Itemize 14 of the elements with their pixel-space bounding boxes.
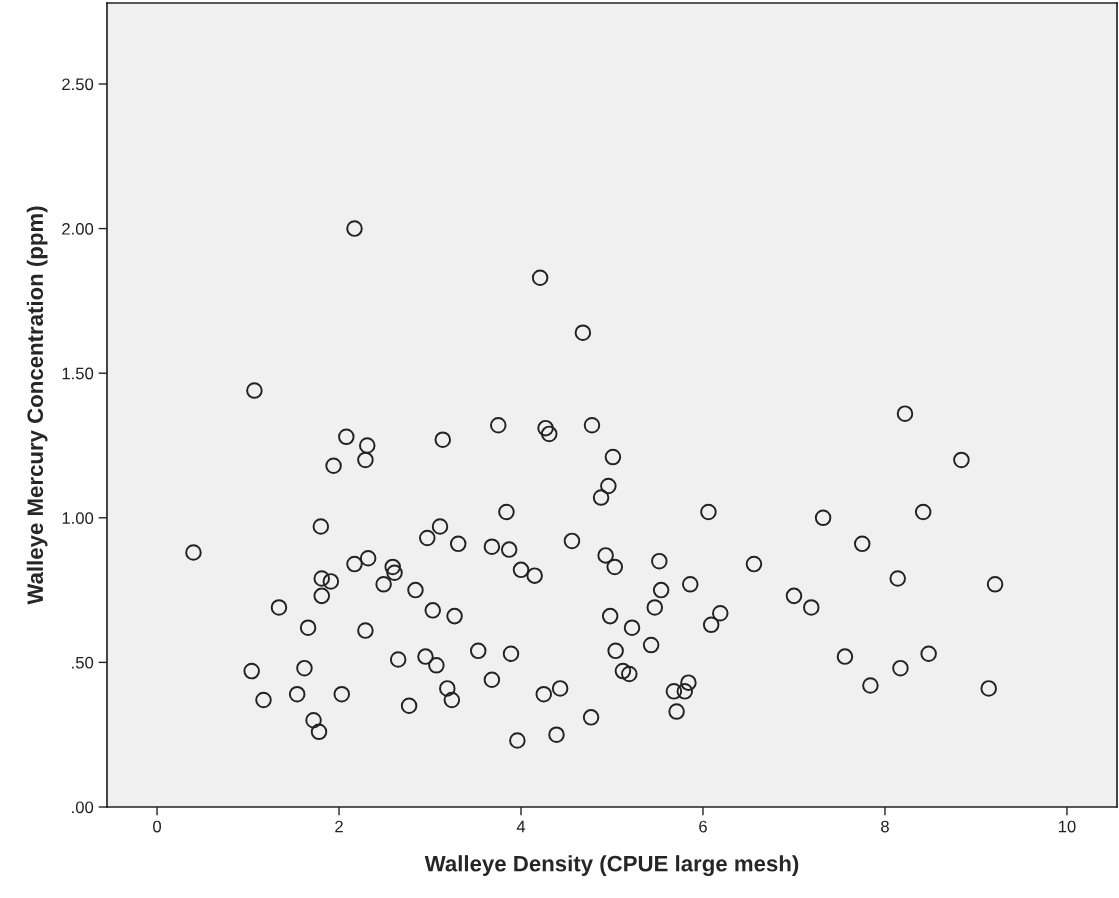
y-axis-title: Walleye Mercury Concentration (ppm) <box>26 206 48 605</box>
x-tick-label: 6 <box>699 820 707 833</box>
y-tick-label: 1.50 <box>62 367 94 380</box>
y-tick-label: 2.50 <box>62 78 94 91</box>
x-tick-label: 10 <box>1058 820 1076 833</box>
y-tick-label: 1.00 <box>62 512 94 524</box>
x-tick-label: 2 <box>335 820 343 833</box>
y-tick-label: 2.00 <box>62 222 94 235</box>
x-tick-label: 8 <box>881 820 889 833</box>
x-axis-title: Walleye Density (CPUE large mesh) <box>424 855 799 876</box>
x-tick-label: 0 <box>153 820 162 833</box>
y-tick-label: .00 <box>72 801 94 814</box>
x-tick-label: 4 <box>516 820 526 833</box>
y-tick-label: .50 <box>72 656 94 669</box>
